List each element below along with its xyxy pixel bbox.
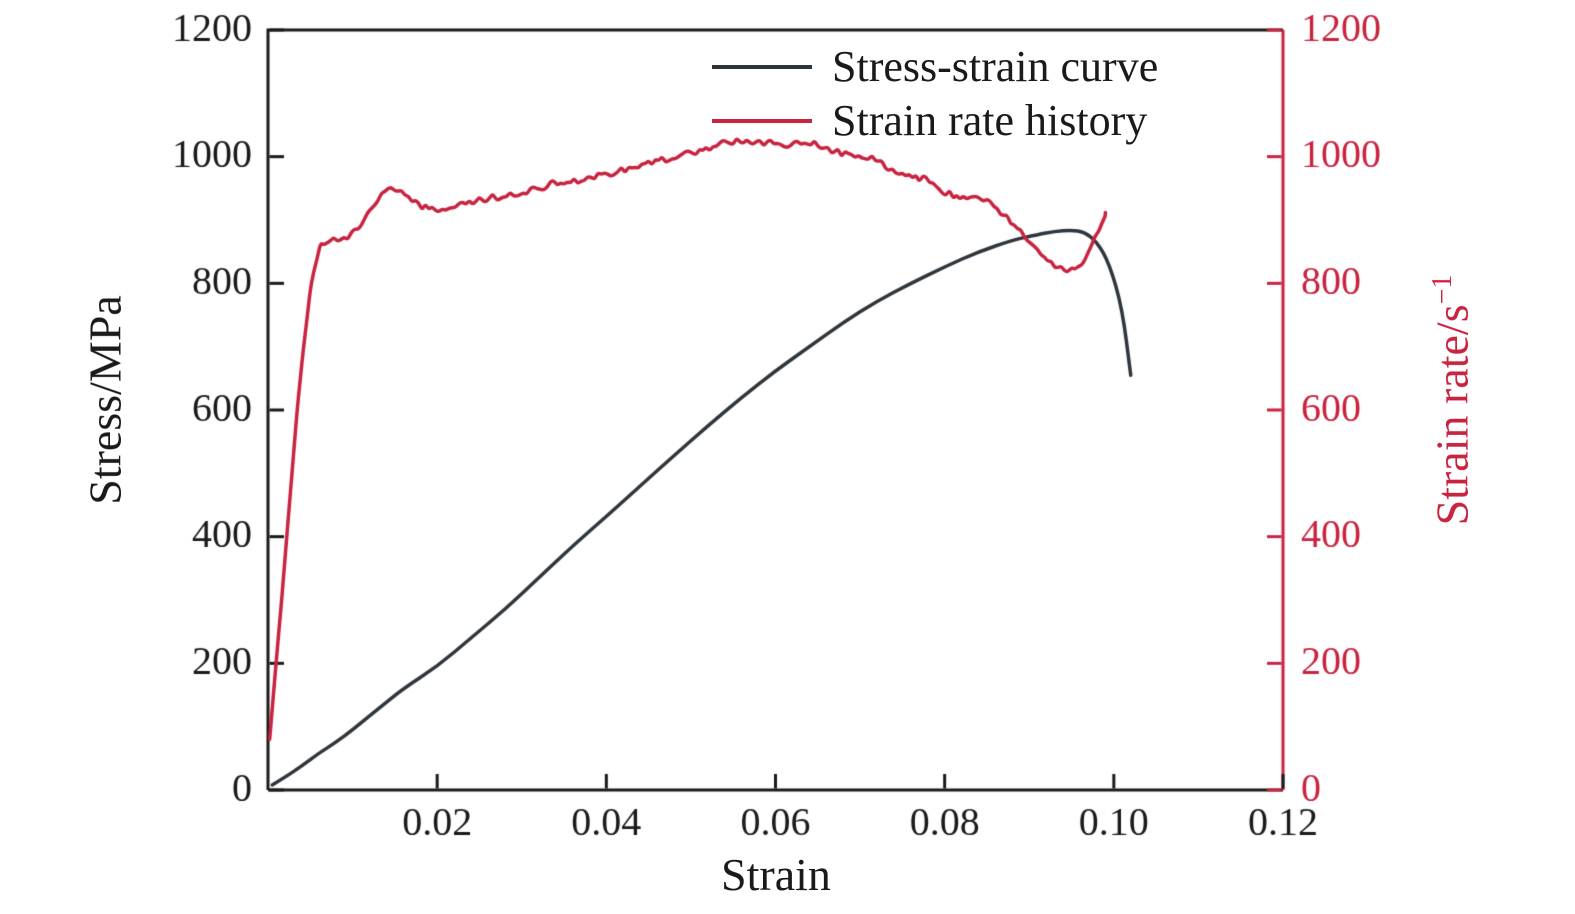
legend-label: Strain rate history — [832, 96, 1148, 146]
y-axis-title-right: Strain rate/s−1 — [1426, 275, 1479, 526]
x-axis-title: Strain — [721, 849, 831, 900]
legend-item: Strain rate history — [712, 96, 1158, 146]
legend-item: Stress-strain curve — [712, 42, 1159, 91]
legend-label: Stress-strain curve — [832, 42, 1159, 91]
y-axis-title-left: Stress/MPa — [79, 295, 131, 505]
legend-swatch — [712, 119, 812, 124]
legend-swatch — [712, 65, 812, 70]
legend: Stress-strain curve Strain rate history — [712, 42, 1159, 146]
y-axis-title-right-superscript: −1 — [1427, 274, 1459, 305]
y-axis-title-right-text: Strain rate/s — [1426, 304, 1478, 526]
